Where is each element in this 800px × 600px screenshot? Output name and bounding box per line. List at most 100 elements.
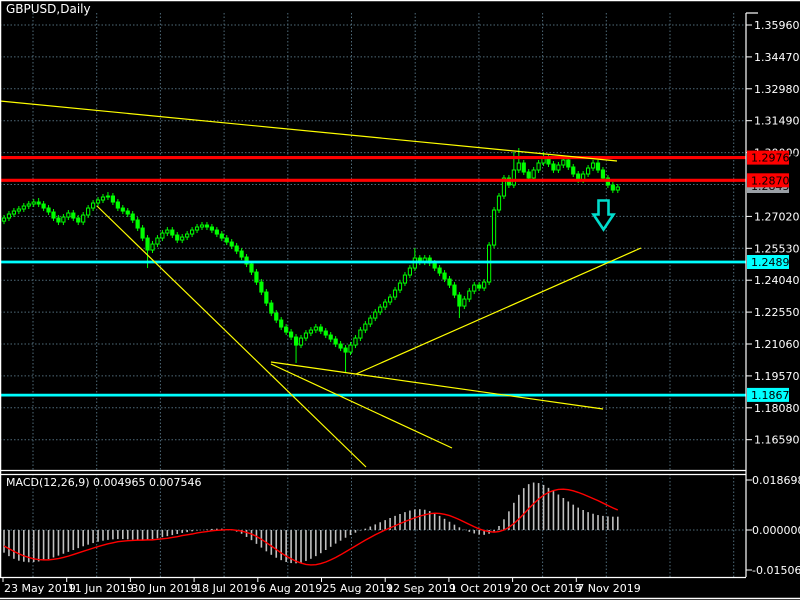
candle-body bbox=[284, 326, 289, 333]
trendline[interactable] bbox=[270, 363, 453, 449]
candle-body bbox=[36, 201, 41, 205]
candle-body bbox=[615, 186, 620, 191]
candle-body bbox=[51, 211, 56, 219]
time-axis-label: 7 Nov 2019 bbox=[577, 582, 640, 595]
red-price-label-box bbox=[747, 150, 789, 165]
candle-body bbox=[496, 195, 502, 211]
candle-body bbox=[586, 167, 591, 175]
candle-body bbox=[432, 262, 437, 269]
candle-body bbox=[402, 274, 408, 284]
candle-body bbox=[66, 212, 71, 218]
candle-body bbox=[437, 267, 442, 274]
candle-body bbox=[313, 326, 318, 331]
price-axis-label: 1.31490 bbox=[754, 115, 800, 128]
trendline[interactable] bbox=[355, 247, 642, 375]
candle-body bbox=[388, 296, 393, 303]
candle-body bbox=[501, 177, 507, 197]
time-axis-label: 23 May 2019 bbox=[4, 582, 76, 595]
candle-body bbox=[170, 229, 175, 236]
candle-body bbox=[328, 334, 333, 340]
candle-body bbox=[298, 337, 304, 346]
candle-body bbox=[511, 169, 516, 186]
candle-body bbox=[125, 210, 130, 215]
candle-body bbox=[452, 284, 457, 296]
candle-body bbox=[180, 236, 185, 241]
candle-body bbox=[397, 282, 403, 291]
trendline[interactable] bbox=[0, 100, 618, 162]
red-price-label: 1.29768 bbox=[751, 152, 797, 165]
candle-body bbox=[145, 237, 150, 251]
candle-body bbox=[491, 209, 497, 246]
candle-body bbox=[204, 224, 210, 228]
candle-body bbox=[289, 331, 294, 338]
time-axis-label: 11 Jun 2019 bbox=[68, 582, 134, 595]
candle-body bbox=[259, 281, 264, 293]
candle-body bbox=[293, 336, 299, 346]
candle-body bbox=[378, 306, 383, 313]
macd-signal-line bbox=[3, 488, 619, 566]
time-axis-label: 30 Jun 2019 bbox=[131, 582, 197, 595]
candle-body bbox=[407, 267, 412, 276]
cyan-price-label: 1.24891 bbox=[751, 256, 797, 269]
price-axis-label: 1.16590 bbox=[754, 434, 800, 447]
candle-body bbox=[185, 233, 190, 238]
time-axis-label: 6 Aug 2019 bbox=[259, 582, 322, 595]
candle-body bbox=[274, 312, 279, 321]
candle-body bbox=[61, 216, 66, 223]
price-axis-label: 1.24040 bbox=[754, 274, 800, 287]
candle-body bbox=[190, 229, 195, 235]
down-arrow-icon[interactable] bbox=[591, 199, 616, 232]
candle-body bbox=[308, 329, 313, 334]
cyan-price-label-box bbox=[747, 255, 789, 269]
candle-body bbox=[1, 217, 7, 222]
candle-body bbox=[590, 162, 596, 169]
candle-body bbox=[521, 162, 526, 173]
candle-body bbox=[368, 317, 373, 325]
macd-axis-label: -0.015060 bbox=[752, 564, 800, 577]
trendline[interactable] bbox=[270, 361, 604, 410]
price-axis-label: 1.32980 bbox=[754, 83, 800, 96]
candle-body bbox=[472, 284, 477, 292]
trendline[interactable] bbox=[96, 205, 367, 468]
candle-body bbox=[209, 226, 215, 231]
candle-body bbox=[135, 219, 140, 229]
price-axis-label: 1.35960 bbox=[754, 19, 800, 32]
candle-body bbox=[155, 237, 160, 245]
candle-body bbox=[71, 212, 76, 219]
candle-body bbox=[566, 159, 571, 168]
time-axis-label: 1 Oct 2019 bbox=[450, 582, 511, 595]
candle-body bbox=[526, 171, 531, 179]
price-axis-label: 1.18080 bbox=[754, 402, 800, 415]
candle-body bbox=[165, 229, 170, 234]
candle-body bbox=[56, 217, 61, 223]
cyan-price-label-box bbox=[747, 387, 789, 402]
candle-body bbox=[91, 202, 96, 209]
candle-body bbox=[214, 229, 219, 235]
candle-body bbox=[194, 226, 200, 231]
candle-body bbox=[175, 234, 180, 241]
candle-body bbox=[100, 196, 106, 201]
symbol-title: GBPUSD,Daily bbox=[6, 2, 91, 16]
time-axis-label: 12 Sep 2019 bbox=[386, 582, 456, 595]
candle-body bbox=[363, 323, 368, 331]
candle-body bbox=[11, 210, 17, 215]
candle-body bbox=[150, 243, 155, 251]
candle-body bbox=[199, 224, 205, 228]
macd-indicator-label: MACD(12,26,9) 0.004965 0.007546 bbox=[6, 476, 202, 489]
cyan-price-label: 1.18671 bbox=[751, 389, 797, 402]
candle-body bbox=[6, 213, 12, 219]
price-axis-label: 1.22550 bbox=[754, 306, 800, 319]
time-axis-label: 25 Aug 2019 bbox=[323, 582, 393, 595]
candle-body bbox=[31, 201, 36, 205]
candle-body bbox=[333, 338, 338, 345]
candle-body bbox=[600, 169, 606, 179]
candle-body bbox=[269, 302, 274, 314]
macd-axis-label: 0.018698 bbox=[752, 474, 800, 487]
time-axis-label: 20 Oct 2019 bbox=[514, 582, 582, 595]
candle-body bbox=[467, 290, 472, 300]
candle-body bbox=[110, 195, 116, 203]
candle-body bbox=[610, 184, 615, 191]
